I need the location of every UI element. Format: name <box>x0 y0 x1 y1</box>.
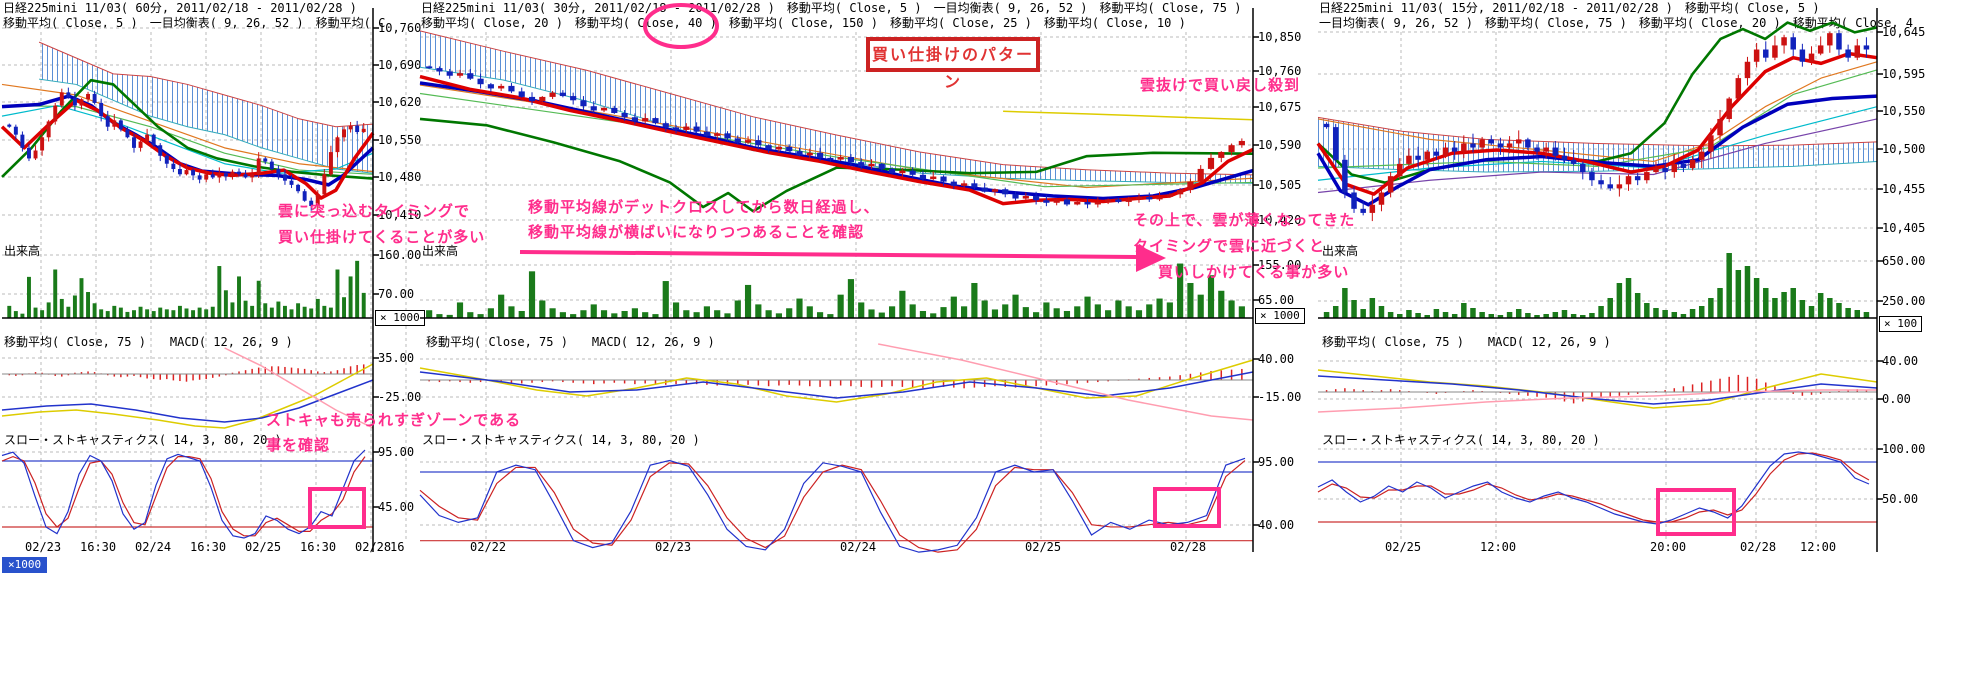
price-axis-label: 10,595 <box>1882 67 1926 81</box>
buy-setup-pattern-label: 買い仕掛けのパターン <box>871 45 1034 91</box>
volume-unit-badge: × 1000 <box>375 310 425 326</box>
time-axis-label: 16 <box>390 540 405 554</box>
time-axis-label: 16:30 <box>80 540 117 554</box>
price-axis-label: 10,760 <box>378 21 422 35</box>
price-axis-label: 10,420 <box>1258 213 1302 227</box>
macd-pane-label: 移動平均( Close, 75 ) MACD( 12, 26, 9 ) <box>1322 335 1611 349</box>
oversold-highlight-box <box>1656 488 1736 536</box>
time-axis-label: 02/22 <box>470 540 507 554</box>
price-axis-label: 10,405 <box>1882 221 1926 235</box>
annotation-note: 買い仕掛けてくることが多い <box>278 228 486 246</box>
stochastics-axis-label: 95.00 <box>1258 455 1295 469</box>
time-axis-label: 02/28 <box>1740 540 1777 554</box>
volume-axis-label: 65.00 <box>1258 293 1295 307</box>
annotation-note: 移動平均線がデットクロスしてから数日経過し、 <box>528 198 880 216</box>
macd-pane-label: 移動平均( Close, 75 ) MACD( 12, 26, 9 ) <box>4 335 293 349</box>
annotation-note: タイミングで雲に近づくと <box>1133 237 1326 255</box>
time-axis-label: 02/25 <box>245 540 282 554</box>
time-axis-label: 02/24 <box>135 540 172 554</box>
stochastics-pane-label: スロー・ストキャスティクス( 14, 3, 80, 20 ) <box>422 433 700 447</box>
stochastics-pane-label: スロー・ストキャスティクス( 14, 3, 80, 20 ) <box>1322 433 1600 447</box>
oversold-highlight-box <box>308 487 366 529</box>
price-axis-label: 10,550 <box>1882 104 1926 118</box>
volume-axis-label: 650.00 <box>1882 254 1926 268</box>
window-title: 日経225mini 11/03( 30分, 2011/02/18 - 2011/… <box>421 1 1242 15</box>
time-axis-label: 12:00 <box>1480 540 1517 554</box>
time-axis-label: 02/25 <box>1025 540 1062 554</box>
annotation-note: ストキャも売られすぎゾーンである <box>266 411 522 429</box>
price-axis-label: 10,620 <box>378 95 422 109</box>
volume-axis-label: 70.00 <box>378 287 415 301</box>
volume-axis-label: 155.00 <box>1258 258 1302 272</box>
time-axis-label: 02/28 <box>355 540 392 554</box>
stochastics-axis-label: 50.00 <box>1882 492 1919 506</box>
price-axis-label: 10,645 <box>1882 25 1926 39</box>
window-indicator-list: 移動平均( Close, 5 ) 一目均衡表( 9, 26, 52 ) 移動平均… <box>3 16 386 30</box>
price-axis-label: 10,505 <box>1258 178 1302 192</box>
stochastics-axis-label: 100.00 <box>1882 442 1926 456</box>
price-chart-svg <box>1316 8 1883 552</box>
volume-pane-label: 出来高 <box>422 244 459 258</box>
time-axis-label: 02/25 <box>1385 540 1422 554</box>
price-axis-label: 10,500 <box>1882 142 1926 156</box>
annotation-note: 買いしかけてくる事が多い <box>1158 263 1350 281</box>
chart-window-15min[interactable]: 日経225mini 11/03( 15分, 2011/02/18 - 2011/… <box>1316 0 1968 600</box>
volume-pane-label: 出来高 <box>4 244 41 258</box>
time-axis-label: 16:30 <box>300 540 337 554</box>
time-axis-label: 02/23 <box>655 540 692 554</box>
price-axis-label: 10,550 <box>378 133 422 147</box>
price-chart-svg <box>419 8 1259 553</box>
window-indicator-list: 移動平均( Close, 20 ) 移動平均( Close, 40 ) 移動平均… <box>421 16 1186 30</box>
price-axis-label: 10,410 <box>378 208 422 222</box>
window-header: 日経225mini 11/03( 60分, 2011/02/18 - 2011/… <box>3 1 480 31</box>
time-axis-label: 02/24 <box>840 540 877 554</box>
price-axis-label: 10,760 <box>1258 64 1302 78</box>
stochastics-axis-label: 95.00 <box>378 445 415 459</box>
time-axis-label: 16:30 <box>190 540 227 554</box>
window-header: 日経225mini 11/03( 30分, 2011/02/18 - 2011/… <box>421 1 1316 31</box>
time-axis-label: 02/28 <box>1170 540 1207 554</box>
annotation-note: 事を確認 <box>266 436 331 454</box>
annotation-note: 移動平均線が横ばいになりつつあることを確認 <box>528 223 865 241</box>
window-title: 日経225mini 11/03( 15分, 2011/02/18 - 2011/… <box>1319 1 1820 15</box>
price-axis-label: 10,590 <box>1258 138 1302 152</box>
oversold-highlight-box <box>1153 487 1221 528</box>
chart-window-60min[interactable]: 日経225mini 11/03( 60分, 2011/02/18 - 2011/… <box>0 0 480 600</box>
volume-pane-label: 出来高 <box>1322 244 1359 258</box>
time-axis-label: 12:00 <box>1800 540 1837 554</box>
time-axis-label: 02/23 <box>25 540 62 554</box>
macd-axis-label: 35.00 <box>378 351 415 365</box>
price-chart-svg <box>0 8 407 552</box>
price-axis-label: 10,675 <box>1258 100 1302 114</box>
macd-axis-label: -15.00 <box>1258 390 1302 404</box>
annotation-note: 雲に突っ込むタイミングで <box>278 202 471 220</box>
window-header: 日経225mini 11/03( 15分, 2011/02/18 - 2011/… <box>1319 1 1968 31</box>
volume-unit-badge: × 1000 <box>1255 308 1305 324</box>
macd-axis-label: 40.00 <box>1882 354 1919 368</box>
window-title: 日経225mini 11/03( 60分, 2011/02/18 - 2011/… <box>3 1 357 15</box>
macd-pane-label: 移動平均( Close, 75 ) MACD( 12, 26, 9 ) <box>426 335 715 349</box>
unit-badge-highlighted: ×1000 <box>2 557 48 573</box>
macd-axis-label: 40.00 <box>1258 352 1295 366</box>
macd-axis-label: -25.00 <box>378 390 422 404</box>
time-axis-label: 20:00 <box>1650 540 1687 554</box>
price-axis-label: 10,690 <box>378 58 422 72</box>
volume-axis-label: 160.00 <box>378 248 422 262</box>
window-indicator-list: 一目均衡表( 9, 26, 52 ) 移動平均( Close, 75 ) 移動平… <box>1319 16 1914 30</box>
volume-unit-badge: × 100 <box>1879 316 1923 332</box>
stochastics-axis-label: 45.00 <box>378 500 415 514</box>
price-axis-label: 10,455 <box>1882 182 1926 196</box>
buy-setup-pattern-callout: 買い仕掛けのパターン <box>866 37 1040 91</box>
chart-window-30min[interactable]: 日経225mini 11/03( 30分, 2011/02/18 - 2011/… <box>418 0 1316 600</box>
price-axis-label: 10,480 <box>378 170 422 184</box>
annotation-note: その上で、雲が薄くなってきた <box>1133 211 1356 229</box>
price-axis-label: 10,850 <box>1258 30 1302 44</box>
stochastics-pane-label: スロー・ストキャスティクス( 14, 3, 80, 20 ) <box>4 433 282 447</box>
macd-axis-label: 0.00 <box>1882 392 1911 406</box>
stochastics-axis-label: 40.00 <box>1258 518 1295 532</box>
annotation-note: 雲抜けで買い戻し殺到 <box>1140 76 1301 94</box>
volume-axis-label: 250.00 <box>1882 294 1926 308</box>
